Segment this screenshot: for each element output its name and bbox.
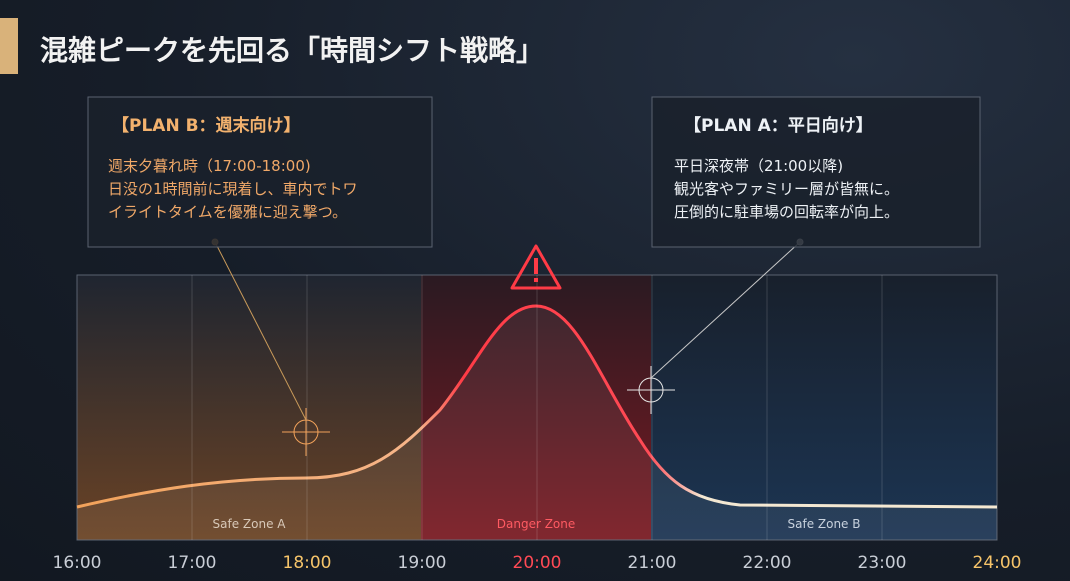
card-line: 平日深夜帯（21:00以降) — [674, 157, 843, 175]
congestion-curve — [76, 304, 998, 509]
x-tick-label: 19:00 — [398, 553, 447, 573]
warning-icon — [510, 244, 562, 290]
grid — [191, 275, 883, 540]
x-tick-label: 24:00 — [973, 553, 1022, 573]
x-tick-label: 17:00 — [168, 553, 217, 573]
zone-label: Safe Zone A — [213, 517, 287, 531]
title: 混雑ピークを先回る「時間シフト戦略」 — [40, 34, 544, 67]
zone-label: Danger Zone — [497, 517, 576, 531]
zones — [76, 274, 998, 541]
x-tick-label: 22:00 — [743, 553, 792, 573]
x-tick-label: 21:00 — [628, 553, 677, 573]
card-line: イライトタイムを優雅に迎え撃つ。 — [108, 203, 347, 221]
chart-frame — [76, 274, 998, 541]
plan-b-card: 【PLAN B：週末向け】 週末夕暮れ時（17:00-18:00) 日没の1時間… — [87, 96, 433, 248]
card-line: 日没の1時間前に現着し、車内でトワ — [108, 180, 358, 198]
card-line: 週末夕暮れ時（17:00-18:00) — [108, 157, 311, 175]
card-line: 観光客やファミリー層が皆無に。 — [674, 180, 899, 198]
card-heading: 【PLAN A：平日向け】 — [684, 115, 873, 136]
curve-area — [77, 306, 997, 540]
card-line: 圧倒的に駐車場の回転率が向上。 — [674, 203, 899, 221]
plan-a-card: 【PLAN A：平日向け】 平日深夜帯（21:00以降) 観光客やファミリー層が… — [651, 96, 981, 248]
card-frame — [87, 96, 433, 248]
x-tick-label: 18:00 — [283, 553, 332, 573]
card-heading: 【PLAN B：週末向け】 — [112, 115, 301, 136]
x-tick-label: 23:00 — [858, 553, 907, 573]
zone-label: Safe Zone B — [788, 517, 861, 531]
title-accent — [0, 18, 18, 74]
card-frame — [651, 96, 981, 248]
zone-danger — [421, 275, 651, 540]
zone-safe-b — [651, 275, 997, 540]
x-tick-label: 20:00 — [513, 553, 562, 573]
x-tick-label: 16:00 — [53, 553, 102, 573]
